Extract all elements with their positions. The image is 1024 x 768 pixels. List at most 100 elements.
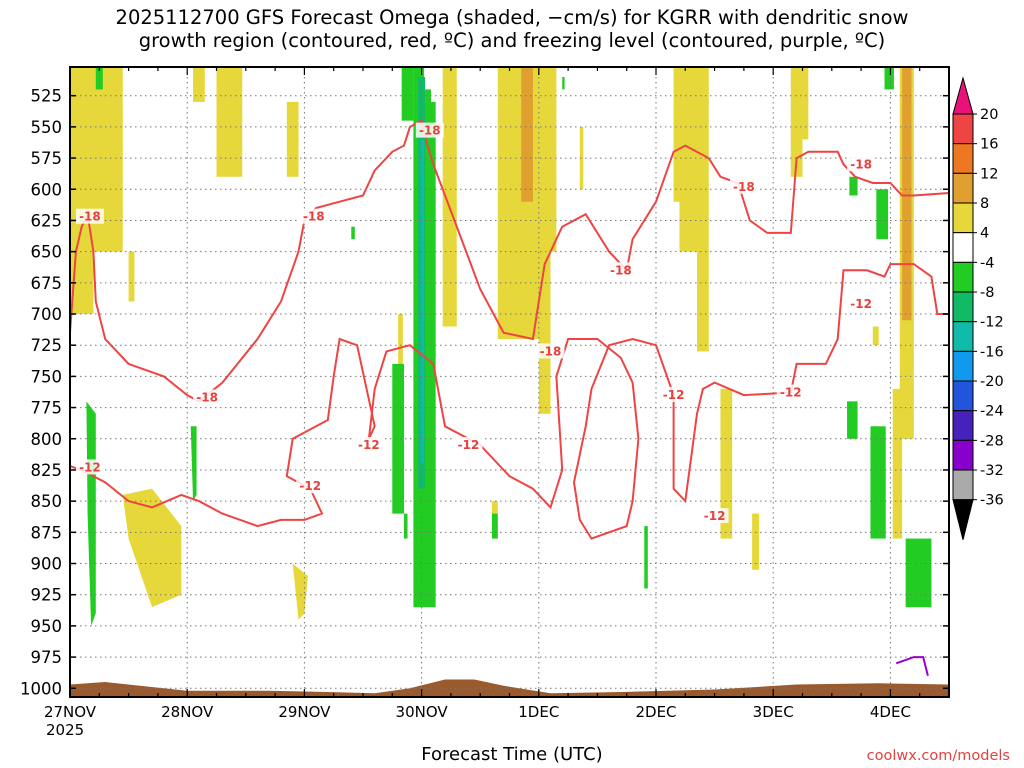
contour-label-bg xyxy=(729,178,758,194)
colorbar-segment xyxy=(952,469,974,501)
omega-region xyxy=(892,388,903,539)
omega-region xyxy=(752,513,760,570)
omega-region xyxy=(70,251,94,315)
year-label: 2025 xyxy=(46,721,85,739)
contour-label-bg xyxy=(536,343,565,359)
y-tick-label: 600 xyxy=(31,180,63,199)
colorbar-segment xyxy=(952,113,974,145)
contour-label-bg xyxy=(606,262,635,278)
x-axis-title: Forecast Time (UTC) xyxy=(421,744,603,765)
y-tick-label: 650 xyxy=(31,243,63,262)
omega-region xyxy=(720,388,733,539)
colorbar-segment xyxy=(952,261,974,293)
colorbar-label: -32 xyxy=(980,463,1004,479)
omega-region xyxy=(579,126,584,190)
colorbar-label: -28 xyxy=(980,433,1004,449)
colorbar-bottom-arrow xyxy=(952,499,974,540)
omega-region xyxy=(796,67,809,140)
y-tick-label: 925 xyxy=(31,586,63,605)
contour-label-bg xyxy=(776,384,805,400)
plot-area: -18 -18 -18 -18 -18 -18 -18 -18 -12 -12 -12 -12 -12 -… xyxy=(69,67,950,697)
colorbar-label: -16 xyxy=(980,344,1004,360)
colorbar-label: 16 xyxy=(980,137,998,153)
omega-region xyxy=(216,67,243,177)
y-tick-label: 825 xyxy=(31,461,63,480)
contour-label: -18 xyxy=(303,210,325,224)
colorbar: 20 16 12 8 4 -4 -8 -12 -16 -20 -24 -28 -32 -36 xyxy=(952,76,1004,540)
y-tick-label: 950 xyxy=(31,617,63,636)
x-tick-label: 30NOV xyxy=(396,703,449,721)
y-tick-label: 775 xyxy=(31,399,63,418)
omega-region xyxy=(697,67,709,352)
y-tick-label: 575 xyxy=(31,149,63,168)
omega-region xyxy=(872,326,879,346)
omega-region xyxy=(562,76,565,90)
y-tick-label: 725 xyxy=(31,336,63,355)
contour-label: -18 xyxy=(79,210,101,224)
contour-label-bg xyxy=(75,208,104,224)
y-tick-label: 675 xyxy=(31,274,63,293)
contour-label: -18 xyxy=(850,157,872,171)
omega-region xyxy=(95,67,103,90)
contour-label: -18 xyxy=(419,124,441,138)
omega-region xyxy=(884,67,894,90)
omega-region xyxy=(847,401,858,439)
y-tick-label: 750 xyxy=(31,367,63,386)
contour-label: -12 xyxy=(704,509,726,523)
omega-region xyxy=(70,67,123,252)
omega-region xyxy=(849,176,858,196)
contour-label: -12 xyxy=(299,479,321,493)
omega-region xyxy=(401,67,414,121)
contour-label: -12 xyxy=(663,388,685,402)
contour-label: -12 xyxy=(458,438,480,452)
y-tick-label: 525 xyxy=(31,87,63,106)
colorbar-segment xyxy=(952,321,974,352)
colorbar-segment xyxy=(952,380,974,412)
colorbar-label: -24 xyxy=(980,404,1004,420)
omega-region xyxy=(550,67,557,252)
contour-label-bg xyxy=(659,387,688,403)
omega-region xyxy=(491,513,498,539)
omega-region xyxy=(870,426,886,539)
colorbar-label: 12 xyxy=(980,166,998,182)
omega-region xyxy=(644,526,648,589)
y-tick-label: 550 xyxy=(31,118,63,137)
y-tick-label: 1000 xyxy=(20,679,62,698)
x-tick-label: 3DEC xyxy=(753,703,794,721)
colorbar-segment xyxy=(952,143,974,174)
credit-link[interactable]: coolwx.com/models xyxy=(866,748,1010,764)
omega-region xyxy=(392,363,405,514)
contour-label: -12 xyxy=(780,386,802,400)
contour-label: -18 xyxy=(610,263,632,277)
y-tick-label: 975 xyxy=(31,648,63,667)
omega-region xyxy=(193,67,205,102)
x-tick-label: 2DEC xyxy=(635,703,676,721)
colorbar-label: -12 xyxy=(980,315,1004,331)
omega-region xyxy=(420,139,424,464)
colorbar-segment xyxy=(952,410,974,441)
colorbar-top-arrow xyxy=(952,76,974,115)
contour-label: -12 xyxy=(850,297,872,311)
freezing-level-contour xyxy=(895,656,929,677)
y-tick-label: 900 xyxy=(31,555,63,574)
omega-region xyxy=(190,426,197,502)
colorbar-segment xyxy=(952,439,974,471)
omega-region xyxy=(286,101,299,177)
x-tick-label: 27NOV xyxy=(44,703,97,721)
chart-title: 2025112700 GFS Forecast Omega (shaded, −… xyxy=(0,6,1024,52)
omega-region xyxy=(128,251,135,302)
omega-region xyxy=(876,189,889,240)
contour-label-bg xyxy=(296,478,325,494)
colorbar-segment xyxy=(952,202,974,234)
contour-label-bg xyxy=(454,437,483,452)
omega-region xyxy=(905,538,932,608)
colorbar-segment xyxy=(952,350,974,382)
omega-region xyxy=(86,401,96,626)
contour-label-bg xyxy=(415,122,444,138)
omega-region xyxy=(351,226,355,240)
dgz-contour-minus18 xyxy=(69,119,950,403)
omega-region xyxy=(442,67,457,327)
contour-label-bg xyxy=(193,389,222,405)
omega-region xyxy=(425,89,431,315)
